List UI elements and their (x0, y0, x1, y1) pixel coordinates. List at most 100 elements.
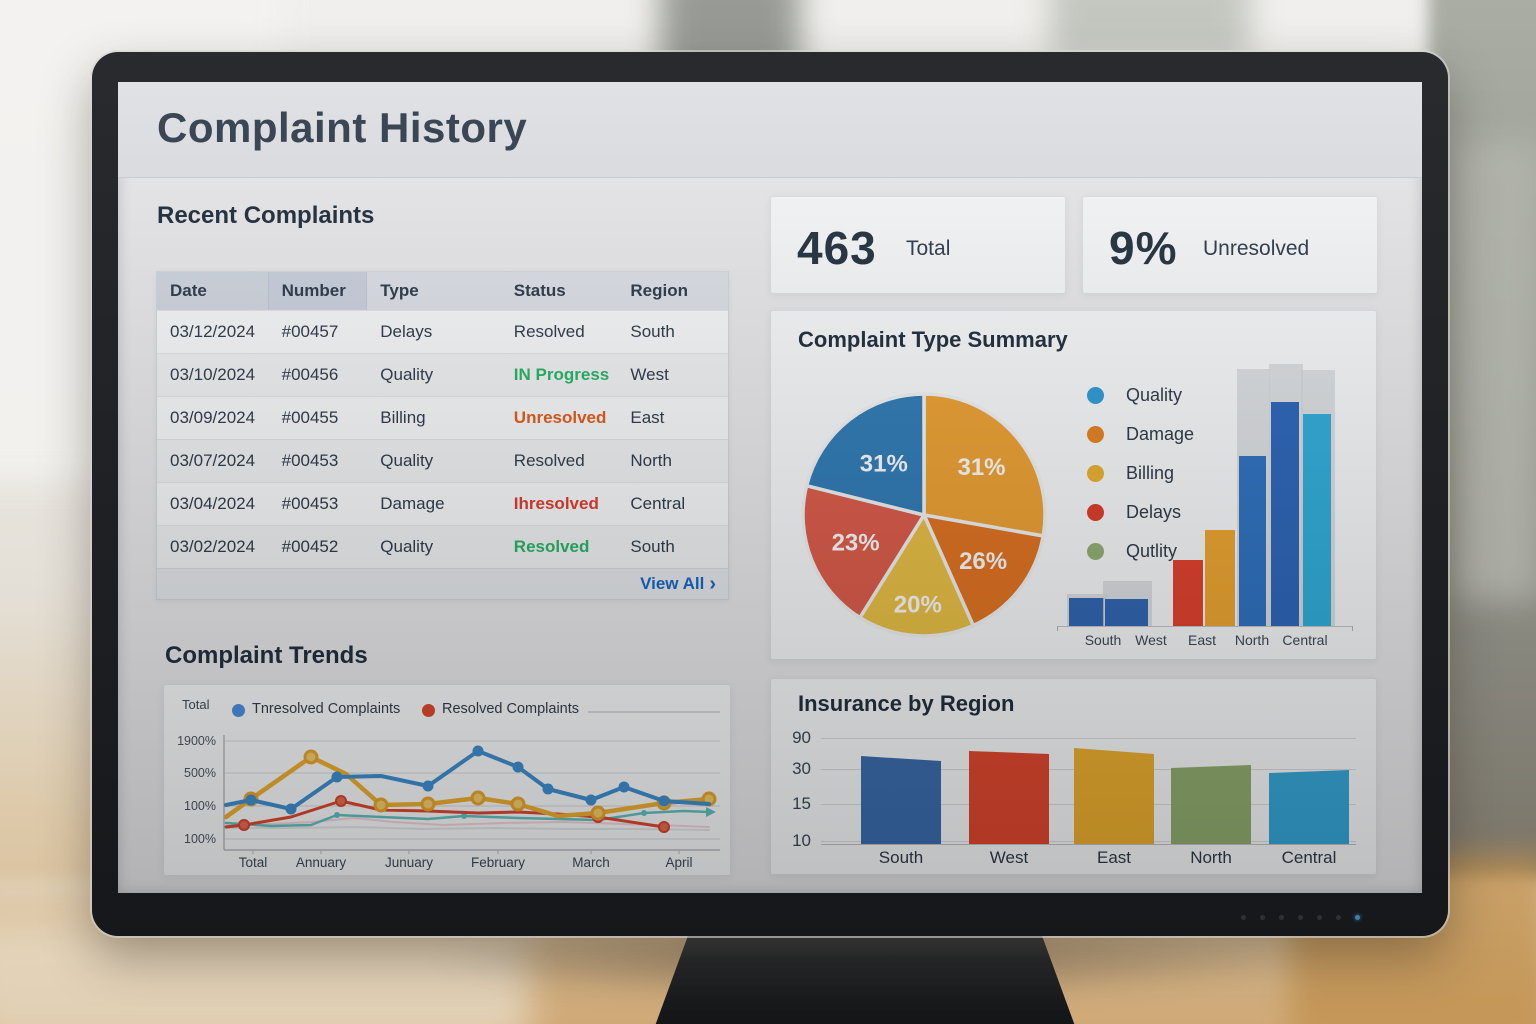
stat-card-total: 463 Total (770, 196, 1066, 294)
view-all-label: View All (640, 574, 705, 593)
legend-item-billing[interactable]: Billing (1087, 463, 1194, 484)
cell-number: #00453 (281, 494, 339, 513)
summary-title: Complaint Type Summary (798, 327, 1068, 352)
cell-region: East (630, 408, 665, 427)
legend-label-unresolved[interactable]: Tnresolved Complaints (252, 701, 401, 717)
axis-tick (1057, 626, 1058, 631)
cell-type: Quality (380, 451, 434, 470)
legend-item-damage[interactable]: Damage (1087, 424, 1194, 445)
mini-bar-label-central: Central (1282, 632, 1328, 648)
cell-region: Central (630, 494, 686, 513)
complaint-type-pie-chart: 31% 26% 20% 23% 31% (801, 392, 1047, 638)
table-row[interactable]: 03/09/2024 #00455 Billing Unresolved East (157, 396, 728, 439)
x-tick-label: Annuary (296, 855, 347, 870)
cell-status: Resolved (513, 537, 590, 556)
cell-type: Quality (380, 537, 434, 556)
cell-number: #00452 (281, 537, 339, 556)
marker (461, 813, 467, 819)
legend-rule (588, 711, 720, 713)
mini-bar-axis (1057, 626, 1353, 627)
cell-number: #00456 (281, 365, 339, 384)
region-bar-1 (1105, 599, 1148, 626)
region-bar-3 (1205, 530, 1235, 626)
table-row[interactable]: 03/12/2024 #00457 Delays Resolved South (157, 310, 728, 353)
legend-item-qutlity[interactable]: Qutlity (1087, 541, 1194, 562)
cell-date: 03/10/2024 (170, 365, 256, 384)
unresolved-pct-label: Unresolved (1203, 237, 1310, 260)
region-mini-bar-chart: South West East North Central (771, 311, 1376, 659)
x-tick-label: Total (239, 855, 268, 870)
column-header-type: Type (380, 281, 419, 300)
cell-number: #00457 (281, 322, 339, 341)
insurance-label-north: North (1190, 848, 1232, 867)
legend-label-resolved[interactable]: Resolved Complaints (442, 701, 580, 717)
total-complaints-label: Total (906, 237, 951, 260)
legend-item-label: Damage (1126, 424, 1195, 444)
table-row[interactable]: 03/10/2024 #00456 Quality IN Progress West (157, 353, 728, 396)
legend-color-dot (1087, 387, 1104, 404)
cell-date: 03/12/2024 (170, 322, 256, 341)
table-header-row: Date Number Type Status Region (157, 272, 728, 310)
y-tick-label: 100% (184, 832, 216, 846)
table-body: 03/12/2024 #00457 Delays Resolved South 03/10… (157, 310, 728, 568)
gridline (821, 738, 1356, 739)
marker (585, 794, 597, 806)
pie-slice-0 (922, 392, 1047, 538)
series-yellow (223, 754, 712, 820)
x-tick-label: March (572, 855, 610, 870)
table-row[interactable]: 03/07/2024 #00453 Quality Resolved North (157, 439, 728, 482)
region-bar-6 (1303, 414, 1331, 626)
marker (590, 805, 606, 821)
column-header-region: Region (630, 281, 688, 300)
cell-region: South (630, 322, 675, 341)
cell-type: Billing (380, 408, 426, 427)
cell-status: Resolved (513, 322, 585, 341)
table-footer: View All › (157, 568, 728, 599)
series-red-resolved (224, 799, 666, 829)
bezel-button-dot (1298, 915, 1303, 920)
legend-color-dot (1087, 504, 1104, 521)
marker (658, 821, 670, 833)
pie-slice-3 (801, 483, 926, 620)
background-shape (1050, 0, 1250, 60)
cell-status: IN Progress (513, 365, 610, 384)
cell-type: Quality (380, 365, 434, 384)
legend-item-quality[interactable]: Quality (1087, 385, 1194, 406)
marker (512, 761, 524, 773)
legend-color-dot (1087, 426, 1104, 443)
series-gray-faint (225, 826, 710, 831)
marker (641, 810, 647, 816)
x-tick-label: Junuary (385, 855, 433, 870)
pie-slice-label: 23% (832, 530, 880, 557)
legend-item-label: Billing (1126, 463, 1175, 483)
marker (542, 783, 554, 795)
axis-tick (1352, 626, 1353, 631)
mini-bar-label-west: West (1135, 632, 1167, 648)
cell-type: Delays (380, 322, 433, 341)
column-header-status: Status (513, 281, 566, 300)
view-all-link[interactable]: View All › (640, 574, 716, 594)
insurance-title: Insurance by Region (798, 691, 1015, 716)
insurance-bar-central (1269, 770, 1349, 844)
y-axis-label-90: 90 (792, 728, 811, 747)
y-axis-label-10: 10 (792, 831, 811, 850)
y-tick-label: 500% (184, 766, 216, 780)
cell-date: 03/09/2024 (170, 408, 256, 427)
end-arrow (706, 807, 716, 817)
monitor-buttons (1241, 915, 1360, 920)
pie-slice-1 (922, 513, 1045, 628)
cell-number: #00453 (281, 451, 339, 470)
y-axis-label-15: 15 (792, 794, 811, 813)
insurance-label-central: Central (1281, 848, 1337, 867)
marker (658, 795, 670, 807)
legend-item-delays[interactable]: Delays (1087, 502, 1194, 523)
complaint-type-summary-card: Complaint Type Summary 31% 26% 20% 23% 31% Q… (770, 310, 1377, 660)
table-row[interactable]: 03/04/2024 #00453 Damage Ihresolved Central (157, 482, 728, 525)
region-bar-0 (1069, 598, 1104, 626)
y-tick-label: 1900% (177, 734, 216, 748)
insurance-label-east: East (1096, 848, 1132, 867)
cell-date: 03/02/2024 (170, 537, 256, 556)
table-row[interactable]: 03/02/2024 #00452 Quality Resolved South (157, 525, 728, 568)
dashboard-screen: Complaint History Recent Complaints Date… (118, 82, 1422, 893)
